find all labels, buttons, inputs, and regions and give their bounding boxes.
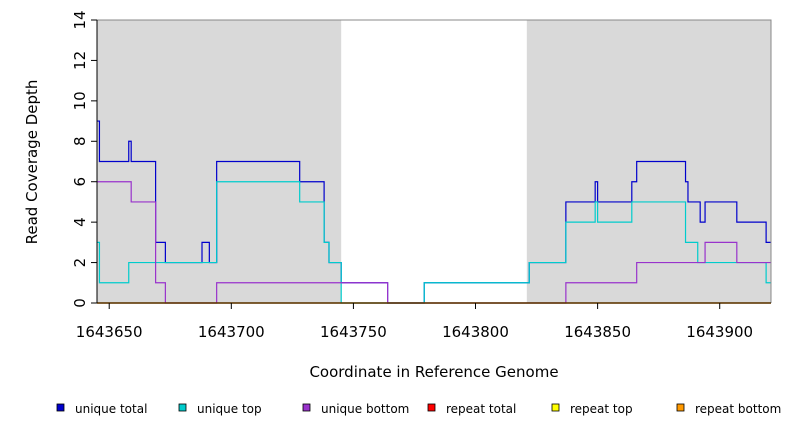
legend-label-unique-bottom: unique bottom [321,402,409,416]
legend-swatch-repeat-top [551,403,560,412]
y-tick-label: 0 [71,298,89,308]
legend-label-unique-total: unique total [75,402,147,416]
x-axis-label: Coordinate in Reference Genome [309,363,558,381]
legend-swatch-unique-total [56,403,65,412]
legend-swatch-repeat-total [427,403,436,412]
x-tick-label: 1643700 [198,323,265,341]
x-tick-label: 1643850 [564,323,631,341]
y-tick-label: 12 [71,51,89,70]
y-tick-label: 8 [71,137,89,147]
plot-frame [97,19,772,303]
legend-swatch-unique-bottom [302,403,311,412]
y-tick-label: 4 [71,217,89,227]
legend-label-repeat-top: repeat top [570,402,633,416]
axes-layer: 0 2 4 6 8 10 12 14 1643650 1643700 1643750 1643800 1… [71,10,772,341]
legend-label-repeat-bottom: repeat bottom [695,402,781,416]
legend-label-unique-top: unique top [197,402,262,416]
y-tick-label: 10 [71,91,89,110]
x-tick-label: 1643800 [442,323,509,341]
y-axis-label: Read Coverage Depth [23,80,41,245]
x-tick-label: 1643650 [76,323,143,341]
legend-label-repeat-total: repeat total [446,402,516,416]
y-tick-label: 14 [71,10,89,29]
series-line-unique-bottom [97,181,771,304]
legend-swatch-repeat-bottom [676,403,685,412]
legend: unique total unique top unique bottom repea… [56,402,781,416]
x-tick-label: 1643750 [320,323,387,341]
y-tick-label: 2 [71,258,89,268]
y-tick-label: 6 [71,177,89,187]
legend-swatch-unique-top [178,403,187,412]
x-tick-label: 1643900 [686,323,753,341]
